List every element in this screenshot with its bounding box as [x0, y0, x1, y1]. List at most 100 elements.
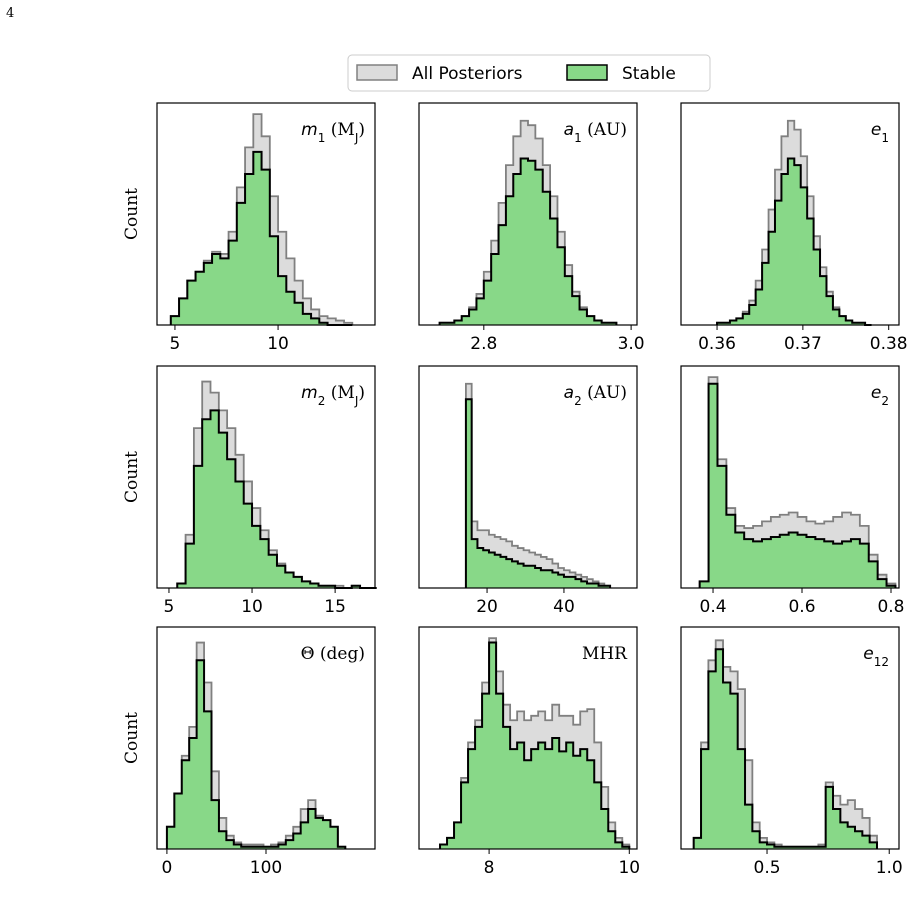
legend-swatch	[566, 64, 608, 81]
histogram-bar	[869, 842, 878, 849]
histogram-bar	[779, 534, 790, 588]
histogram-bar	[789, 846, 797, 849]
label-text: (M	[325, 120, 354, 140]
histogram-bar	[768, 231, 776, 325]
y-axis-label: Count	[122, 451, 142, 503]
x-tick-label: 0.36	[698, 334, 736, 354]
histogram-bar	[243, 503, 253, 588]
histogram-bar	[546, 570, 553, 588]
histogram-bar	[483, 280, 492, 325]
histogram-bar	[609, 322, 617, 325]
x-tick-label: 100	[250, 858, 282, 878]
label-text: (M	[325, 383, 354, 403]
histogram-bar	[256, 846, 264, 849]
x-tick-label: 8	[484, 858, 495, 878]
histogram-bar	[170, 316, 180, 325]
label-text: (AU)	[582, 383, 627, 403]
histogram-bar	[318, 585, 328, 588]
axes-frame	[156, 102, 376, 326]
histogram-bar	[622, 846, 630, 849]
histogram-bar	[505, 196, 514, 325]
histogram-bar	[471, 539, 478, 588]
histogram-bar	[803, 846, 812, 849]
histogram-bar	[276, 565, 286, 588]
label-subscript: 2	[318, 394, 326, 408]
histogram-bar	[227, 459, 236, 588]
histogram-bar	[465, 399, 473, 588]
histogram-bar	[488, 552, 496, 588]
histogram-outline	[464, 398, 612, 588]
histogram-bar	[335, 585, 344, 588]
histogram-bar	[557, 247, 566, 325]
histogram-bar	[506, 559, 513, 588]
histogram-bar	[233, 844, 242, 849]
histogram-bar	[797, 534, 807, 588]
label-text: )	[358, 120, 365, 140]
histogram-bar	[315, 817, 324, 849]
histogram-bar	[840, 822, 849, 849]
histogram-bar	[468, 749, 476, 849]
histogram-bar	[753, 541, 763, 588]
histogram-bar	[211, 800, 220, 849]
x-tick-label: 0.38	[870, 334, 908, 354]
histogram-bar	[513, 174, 522, 325]
histogram-outline	[176, 409, 377, 589]
histogram-bar	[862, 817, 871, 849]
x-tick-label: 10	[618, 858, 640, 878]
histogram-bar	[261, 169, 271, 325]
label-text: a	[564, 383, 574, 403]
histogram-bar	[832, 309, 840, 325]
histogram-bar	[308, 809, 316, 849]
histogram-bar	[736, 318, 744, 325]
histogram-bar	[847, 826, 856, 849]
panel-label: a2 (AU)	[564, 383, 627, 408]
histogram-bar	[477, 548, 484, 588]
histogram-bar	[575, 579, 582, 588]
histogram-bar	[226, 840, 235, 849]
histogram-bar	[278, 844, 287, 849]
axes-frame	[680, 626, 900, 850]
histogram-bar	[253, 151, 262, 325]
histogram-bar	[269, 236, 279, 325]
histogram-bar	[868, 561, 879, 588]
histogram-bar	[847, 800, 856, 849]
histogram-bar	[752, 831, 761, 849]
histogram-bar	[862, 835, 871, 849]
histogram-bar	[845, 320, 853, 325]
x-tick-label: 0.6	[788, 597, 815, 617]
histogram-bar	[528, 160, 536, 325]
histogram-bar	[563, 576, 571, 588]
histogram-bar	[825, 786, 834, 849]
histogram-bar	[759, 842, 768, 849]
x-tick-label: 0.5	[754, 858, 781, 878]
x-tick-label: 1.0	[876, 858, 903, 878]
histogram-outline	[692, 648, 879, 849]
label-text: e	[871, 120, 881, 140]
histogram-bar	[503, 726, 511, 849]
histogram-bar	[454, 822, 462, 849]
histogram-outline	[438, 157, 618, 325]
panel-label: Θ (deg)	[301, 644, 365, 664]
histogram-bar	[761, 539, 772, 588]
histogram-bar	[538, 742, 546, 849]
histogram-bar	[701, 749, 709, 849]
histogram-bar	[608, 831, 616, 849]
x-tick-label: 0.8	[877, 597, 904, 617]
histogram-bar	[447, 837, 455, 849]
histogram-bar	[693, 837, 702, 849]
histogram-bar	[293, 576, 303, 588]
histogram-bar	[285, 840, 294, 849]
histogram-bar	[520, 158, 529, 325]
histogram-bar	[858, 322, 866, 325]
histogram-bar	[482, 693, 490, 849]
histogram-bar	[573, 755, 581, 849]
histogram-bar	[580, 749, 588, 849]
histogram-bar	[268, 554, 278, 588]
histogram-bar	[601, 322, 610, 325]
histogram-outline	[692, 639, 878, 849]
histogram-bar	[310, 583, 319, 588]
x-tick-label: 0	[161, 858, 172, 878]
histogram-bar	[263, 846, 272, 849]
histogram-bar	[439, 322, 448, 325]
histogram-bar	[335, 320, 345, 325]
